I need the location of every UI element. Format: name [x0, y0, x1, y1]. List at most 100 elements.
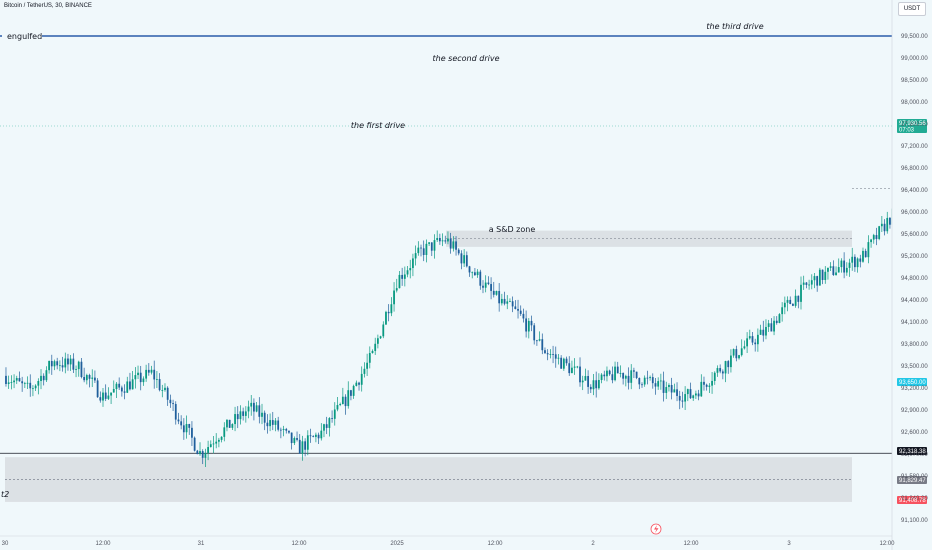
- candle-body: [126, 381, 129, 393]
- candle-body: [301, 441, 304, 454]
- candle-body: [77, 361, 80, 370]
- candle-body: [371, 350, 374, 354]
- candle-body: [765, 326, 767, 336]
- candle-body: [352, 385, 355, 396]
- candle-body: [247, 406, 250, 412]
- price-tick-label: 95,200.00: [901, 254, 928, 260]
- candle-body: [390, 304, 393, 314]
- candle-body: [743, 346, 746, 349]
- candle-body: [862, 250, 864, 262]
- candle-body: [29, 382, 32, 389]
- candle-body: [805, 282, 808, 285]
- candle-body: [854, 256, 856, 268]
- price-tick-label: 96,400.00: [901, 188, 928, 194]
- candle-body: [595, 380, 598, 389]
- candle-body: [425, 243, 428, 255]
- candle-body: [266, 422, 269, 427]
- candle-body: [315, 434, 317, 437]
- candle-body: [630, 370, 633, 383]
- candle-body: [258, 405, 261, 417]
- candle-body: [554, 354, 557, 359]
- candle-body: [42, 375, 45, 381]
- candle-body: [678, 395, 681, 401]
- candle-body: [61, 365, 64, 368]
- candle-body: [500, 298, 503, 304]
- sd-zone-label: a S&D zone: [489, 225, 536, 234]
- candle-body: [519, 310, 522, 314]
- candle-body: [304, 441, 307, 450]
- third-drive-label: the third drive: [706, 22, 763, 31]
- candle-body: [484, 282, 487, 288]
- candle-body: [592, 380, 595, 390]
- candle-body: [813, 276, 816, 281]
- candle-body: [495, 291, 498, 295]
- price-tick-label: 94,400.00: [901, 298, 928, 304]
- candle-body: [382, 324, 385, 337]
- candle-body: [53, 361, 56, 367]
- price-tick-label: 93,200.00: [901, 386, 928, 392]
- candle-body: [754, 342, 757, 345]
- symbol-title: Bitcoin / TetherUS, 30, BINANCE: [4, 3, 92, 9]
- candle-body: [835, 272, 837, 276]
- candle-body: [463, 255, 466, 264]
- time-tick-label: 12:00: [291, 541, 307, 547]
- candle-body: [789, 299, 792, 304]
- candle-body: [657, 381, 660, 387]
- candle-body: [689, 389, 692, 399]
- price-axis-bg: [892, 0, 932, 550]
- candle-body: [889, 217, 891, 225]
- candle-body: [80, 361, 83, 378]
- time-tick-label: 12:00: [879, 541, 895, 547]
- candle-body: [546, 353, 549, 355]
- candle-body: [786, 299, 789, 303]
- candle-body: [75, 369, 77, 370]
- candle-body: [603, 374, 606, 377]
- candle-body: [856, 258, 859, 268]
- candle-body: [164, 387, 166, 391]
- candle-body: [487, 282, 490, 285]
- price-tick-label: 98,000.00: [901, 100, 928, 106]
- candle-body: [816, 276, 819, 286]
- candle-body: [207, 447, 210, 453]
- second-drive-label: the second drive: [433, 54, 500, 63]
- candle-body: [288, 430, 290, 433]
- candle-body: [538, 339, 541, 341]
- price-tick-label: 93,500.00: [901, 364, 928, 370]
- candle-body: [624, 375, 627, 379]
- candle-body: [579, 366, 581, 383]
- candle-body: [145, 369, 148, 379]
- candle-body: [568, 363, 571, 374]
- candle-body: [845, 267, 848, 273]
- candle-body: [597, 379, 600, 389]
- candle-body: [840, 260, 843, 268]
- candles: [5, 173, 932, 468]
- candle-body: [104, 392, 107, 399]
- candle-body: [444, 240, 447, 242]
- candle-body: [635, 371, 638, 378]
- candle-body: [843, 260, 846, 273]
- candle-body: [662, 380, 665, 393]
- candle-body: [174, 404, 177, 420]
- candle-body: [703, 381, 705, 385]
- candle-body: [781, 307, 784, 315]
- candle-body: [474, 272, 476, 276]
- candle-body: [438, 237, 441, 242]
- zone-box: [446, 230, 852, 247]
- candle-body: [818, 269, 821, 286]
- candle-body: [746, 338, 749, 347]
- time-tick-label: 12:00: [95, 541, 111, 547]
- candle-body: [412, 258, 414, 269]
- price-tag: [897, 378, 927, 386]
- candle-body: [821, 269, 824, 280]
- candle-body: [695, 393, 697, 396]
- candle-body: [541, 339, 544, 351]
- time-tick-label: 30: [2, 541, 9, 547]
- currency-button[interactable]: USDT: [898, 2, 926, 16]
- candle-body: [96, 380, 99, 398]
- candle-body: [808, 284, 810, 286]
- candle-body: [773, 320, 775, 332]
- candle-body: [69, 358, 72, 365]
- candle-body: [172, 403, 174, 405]
